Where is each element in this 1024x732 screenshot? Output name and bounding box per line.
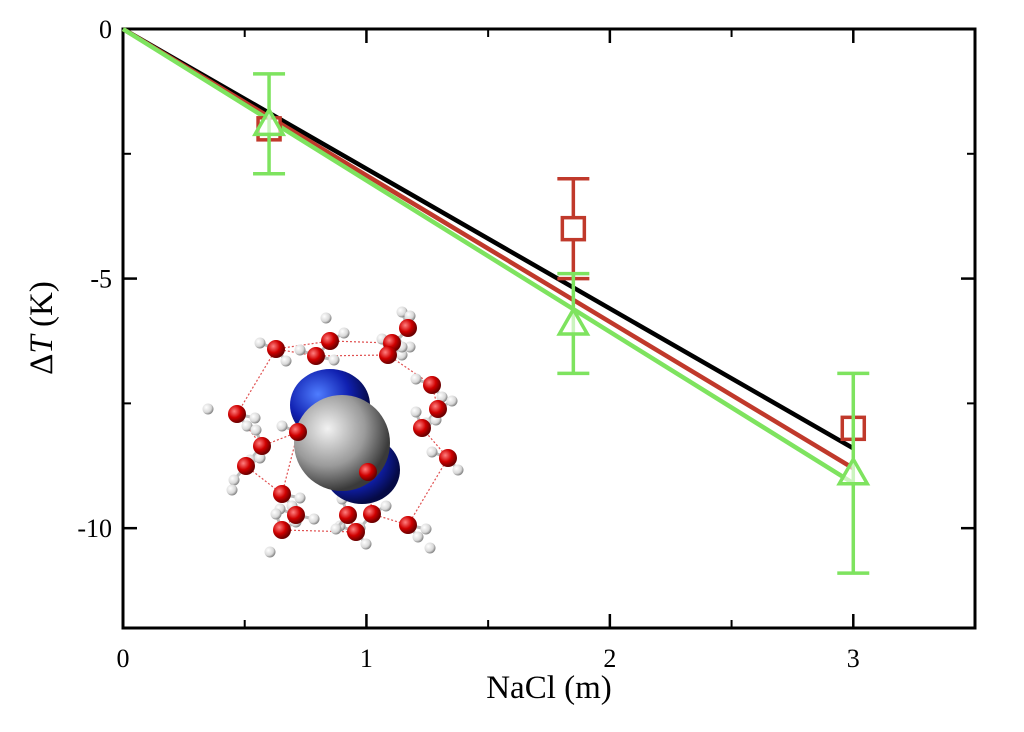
hydrogen-atom <box>249 412 261 424</box>
hydrogen-atom <box>280 355 292 367</box>
hydrogen-bond <box>236 348 277 415</box>
y-tick-label: -10 <box>77 514 112 543</box>
hydrogen-atom <box>226 484 238 496</box>
guest-molecule <box>290 369 400 504</box>
oxygen-atom <box>363 505 381 523</box>
hydrogen-bond <box>315 354 389 357</box>
molecular-cage-illustration <box>202 306 464 558</box>
x-tick-label: 3 <box>847 644 860 673</box>
oxygen-atom <box>347 523 365 541</box>
x-axis-title: NaCl (m) <box>486 670 612 706</box>
hydrogen-atom <box>241 420 253 432</box>
hydrogen-atom <box>412 531 424 543</box>
hydrogen-atom <box>264 546 276 558</box>
fit-lines <box>121 27 855 486</box>
oxygen-atom <box>273 521 291 539</box>
fit-line-3 <box>121 27 855 486</box>
axis-ticks <box>121 27 975 628</box>
hydrogen-atom <box>308 513 320 525</box>
tick-labels: 0 1 2 3 0 -5 -10 <box>77 15 859 673</box>
hydrogen-atom <box>452 464 464 476</box>
hydrogen-atom <box>446 395 458 407</box>
oxygen-atom <box>307 347 325 365</box>
hydrogen-atom <box>380 500 392 512</box>
hydrogen-atom <box>294 492 306 504</box>
oxygen-atom <box>267 340 285 358</box>
hydrogen-bond <box>275 340 331 350</box>
fit-line-1 <box>121 27 855 451</box>
hydrogen-bond <box>281 529 357 533</box>
oxygen-atom <box>439 449 457 467</box>
hydrogen-atom <box>396 349 408 361</box>
hydrogen-atom <box>410 406 422 418</box>
oxygen-atom <box>423 376 441 394</box>
oxygen-atom <box>228 405 246 423</box>
hydrogen-atom <box>410 373 422 385</box>
hydrogen-bond <box>347 514 357 533</box>
hydrogen-atom <box>360 538 372 550</box>
oxygen-atom <box>429 400 447 418</box>
oxygen-atom <box>359 463 377 481</box>
oxygen-atom <box>413 419 431 437</box>
data-points <box>252 72 871 575</box>
hydrogen-atom <box>320 312 332 324</box>
oxygen-atom <box>287 506 305 524</box>
oxygen-atom <box>339 506 357 524</box>
oxygen-atom <box>399 516 417 534</box>
cage-oxygens <box>228 319 457 541</box>
x-tick-label: 1 <box>360 644 373 673</box>
oxygen-atom <box>379 346 397 364</box>
oxygen-atom <box>321 332 339 350</box>
y-axis-title-variable: T <box>24 333 60 354</box>
hydrogen-atom <box>228 474 240 486</box>
oxygen-atom <box>273 485 291 503</box>
hydrogen-atom <box>250 424 262 436</box>
y-axis-title: ΔT (K) <box>24 281 60 375</box>
oxygen-atom <box>289 423 307 441</box>
hydrogen-atom <box>328 354 340 366</box>
hydrogen-atom <box>424 542 436 554</box>
hydrogen-atom <box>330 523 342 535</box>
hydrogen-atom <box>436 391 448 403</box>
triangle-marker <box>556 305 591 336</box>
hydrogen-atom <box>276 420 288 432</box>
hydrogen-atom <box>404 310 416 322</box>
hydrogen-atom <box>420 523 432 535</box>
hydrogen-atom <box>338 327 350 339</box>
hydrogen-atom <box>254 452 266 464</box>
oxygen-atom <box>399 319 417 337</box>
plot-frame <box>121 27 977 630</box>
hydrogen-atom <box>202 403 214 415</box>
oxygen-atom <box>253 437 271 455</box>
triangle-marker <box>252 106 287 137</box>
y-tick-label: 0 <box>99 15 112 44</box>
x-tick-label: 2 <box>603 644 616 673</box>
hydrogen-atom <box>254 337 266 349</box>
oxygen-atom <box>237 457 255 475</box>
hydrogen-bond <box>407 457 449 526</box>
x-tick-label: 0 <box>117 644 130 673</box>
square-marker <box>560 215 587 242</box>
y-tick-label: -5 <box>90 265 112 294</box>
y-axis-title-delta: Δ <box>24 354 60 375</box>
hydrogen-atom <box>270 508 282 520</box>
hydrogen-atom <box>426 446 438 458</box>
hydrogen-atom <box>294 344 306 356</box>
y-axis-title-unit: (K) <box>24 281 60 335</box>
triangle-marker <box>836 455 871 486</box>
hydrogen-atom <box>404 341 416 353</box>
